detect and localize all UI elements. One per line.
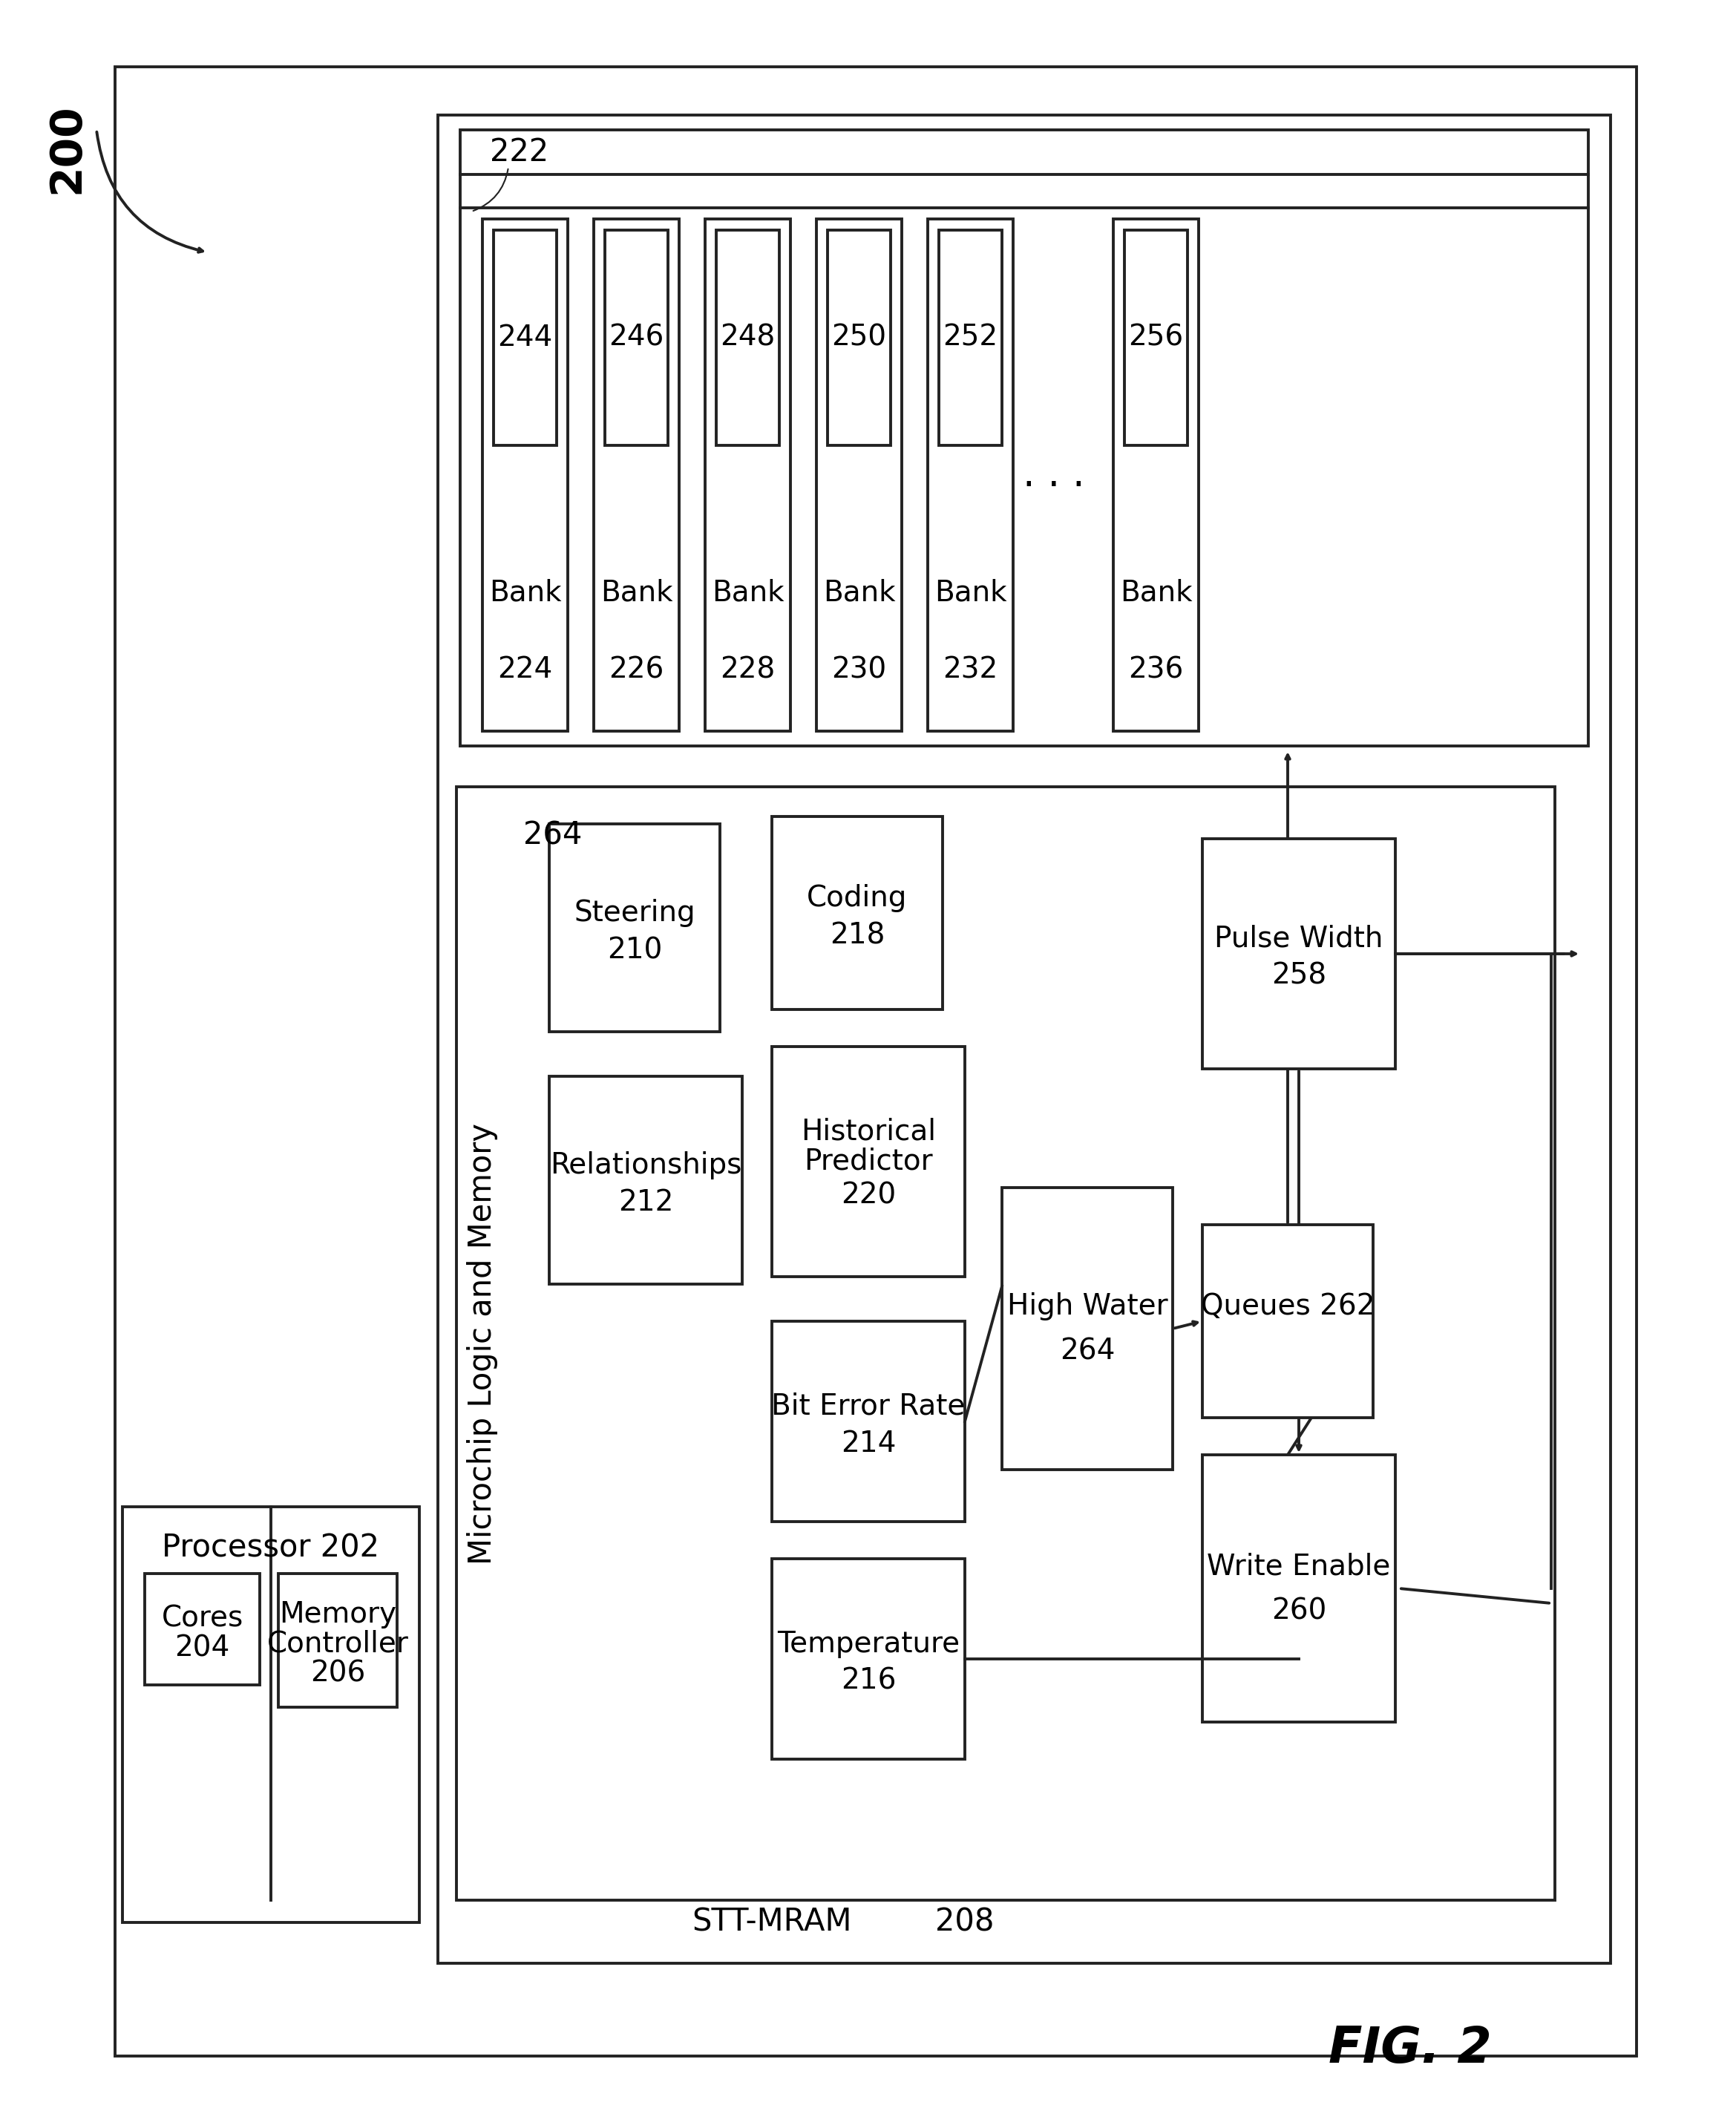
Text: FIG. 2: FIG. 2 [1328, 2024, 1491, 2072]
Text: Historical: Historical [800, 1117, 936, 1147]
Text: 218: 218 [830, 921, 885, 949]
Text: 214: 214 [840, 1429, 896, 1459]
Text: 210: 210 [608, 936, 661, 963]
Bar [717, 230, 779, 445]
Text: Memory: Memory [279, 1600, 396, 1629]
Text: 220: 220 [840, 1180, 896, 1210]
Bar [1203, 839, 1396, 1069]
Text: 264: 264 [1059, 1336, 1115, 1366]
Text: Steering: Steering [575, 898, 696, 928]
Text: 226: 226 [609, 656, 665, 683]
Text: Controller: Controller [267, 1629, 408, 1659]
Text: STT-MRAM: STT-MRAM [693, 1908, 852, 1937]
Bar [549, 1077, 743, 1284]
Bar [773, 1558, 965, 1760]
Text: Bank: Bank [934, 580, 1007, 607]
Bar [144, 1573, 260, 1684]
Text: Bank: Bank [712, 580, 785, 607]
Bar [460, 131, 1588, 746]
Text: 224: 224 [498, 656, 552, 683]
Text: 230: 230 [832, 656, 887, 683]
Text: 250: 250 [832, 323, 887, 352]
Text: 204: 204 [175, 1634, 229, 1661]
Text: Temperature: Temperature [778, 1629, 960, 1659]
Text: 264: 264 [523, 820, 582, 852]
Bar [1125, 230, 1187, 445]
Text: Write Enable: Write Enable [1207, 1551, 1391, 1581]
Bar [773, 1322, 965, 1522]
Text: Pulse Width: Pulse Width [1215, 925, 1384, 953]
Text: 216: 216 [840, 1667, 896, 1695]
Bar [549, 824, 720, 1031]
Bar [816, 219, 901, 731]
Text: 256: 256 [1128, 323, 1184, 352]
Bar [594, 219, 679, 731]
Bar [773, 1046, 965, 1277]
Text: 252: 252 [943, 323, 998, 352]
Text: 236: 236 [1128, 656, 1184, 683]
Text: Bank: Bank [823, 580, 896, 607]
Bar [773, 816, 943, 1010]
Bar [437, 116, 1611, 1963]
Text: 244: 244 [498, 323, 552, 352]
Text: 248: 248 [720, 323, 776, 352]
Bar [927, 219, 1014, 731]
Text: Bank: Bank [601, 580, 672, 607]
Text: Relationships: Relationships [550, 1151, 741, 1180]
Text: 258: 258 [1271, 961, 1326, 991]
Text: 246: 246 [609, 323, 665, 352]
Bar [1113, 219, 1198, 731]
Bar [939, 230, 1002, 445]
Text: Microchip Logic and Memory: Microchip Logic and Memory [467, 1124, 498, 1564]
Bar [123, 1507, 420, 1922]
Text: Queues 262: Queues 262 [1201, 1292, 1375, 1320]
Bar [457, 786, 1555, 1899]
Text: High Water: High Water [1007, 1292, 1168, 1320]
Text: 212: 212 [618, 1189, 674, 1216]
Text: 200: 200 [45, 103, 89, 194]
Text: Processor 202: Processor 202 [161, 1533, 380, 1564]
Bar [705, 219, 790, 731]
Bar [1002, 1187, 1174, 1469]
Text: 228: 228 [720, 656, 776, 683]
Text: Coding: Coding [807, 883, 908, 913]
Text: 232: 232 [943, 656, 998, 683]
Text: Bit Error Rate: Bit Error Rate [771, 1393, 965, 1421]
Bar [493, 230, 557, 445]
Bar [278, 1573, 398, 1707]
Text: Predictor: Predictor [804, 1147, 932, 1176]
Text: Bank: Bank [490, 580, 561, 607]
Text: Cores: Cores [161, 1604, 243, 1632]
Text: 260: 260 [1271, 1596, 1326, 1625]
Bar [828, 230, 891, 445]
Bar [1203, 1455, 1396, 1722]
Bar [115, 67, 1637, 2055]
Bar [1203, 1225, 1373, 1419]
Text: 208: 208 [936, 1908, 995, 1937]
Text: Bank: Bank [1120, 580, 1193, 607]
Bar [604, 230, 668, 445]
Text: . . .: . . . [1023, 455, 1085, 495]
Bar [483, 219, 568, 731]
Text: 206: 206 [311, 1659, 365, 1689]
Text: 222: 222 [490, 137, 549, 169]
